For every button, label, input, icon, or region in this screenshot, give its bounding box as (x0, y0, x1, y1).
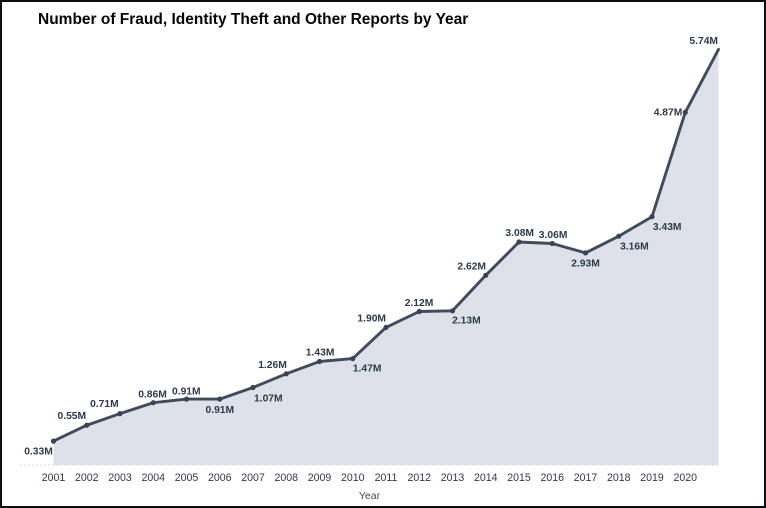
svg-text:2012: 2012 (407, 472, 431, 484)
svg-text:Number of Fraud, Identity Thef: Number of Fraud, Identity Theft and Othe… (38, 11, 468, 28)
svg-text:1.47M: 1.47M (353, 364, 382, 375)
svg-text:0.91M: 0.91M (172, 386, 201, 397)
svg-text:1.07M: 1.07M (254, 394, 283, 405)
svg-text:2.12M: 2.12M (405, 298, 434, 309)
svg-text:2008: 2008 (274, 472, 298, 484)
svg-text:2.62M: 2.62M (457, 262, 486, 273)
svg-text:0.55M: 0.55M (57, 411, 86, 422)
svg-text:2009: 2009 (308, 472, 332, 484)
svg-text:1.43M: 1.43M (306, 348, 335, 359)
svg-text:2003: 2003 (108, 472, 132, 484)
svg-text:2015: 2015 (507, 472, 531, 484)
svg-text:2001: 2001 (42, 472, 66, 484)
svg-text:2016: 2016 (540, 472, 564, 484)
svg-text:5.74M: 5.74M (689, 36, 718, 47)
svg-text:2018: 2018 (607, 472, 631, 484)
svg-text:2014: 2014 (474, 472, 498, 484)
svg-text:0.86M: 0.86M (138, 389, 167, 400)
svg-text:2019: 2019 (640, 472, 664, 484)
svg-text:3.06M: 3.06M (539, 230, 568, 241)
svg-text:2010: 2010 (341, 472, 365, 484)
svg-text:2011: 2011 (375, 472, 398, 484)
svg-text:2013: 2013 (441, 472, 465, 484)
svg-text:2.93M: 2.93M (571, 258, 600, 269)
svg-text:2.13M: 2.13M (452, 315, 481, 326)
svg-text:3.08M: 3.08M (505, 228, 534, 239)
svg-text:2005: 2005 (175, 472, 199, 484)
svg-text:1.90M: 1.90M (357, 314, 386, 325)
svg-text:0.91M: 0.91M (205, 405, 234, 416)
svg-text:4.87M: 4.87M (654, 107, 683, 118)
svg-text:3.43M: 3.43M (653, 222, 682, 233)
svg-text:2002: 2002 (75, 472, 99, 484)
svg-text:1.26M: 1.26M (258, 360, 287, 371)
svg-text:2017: 2017 (574, 472, 598, 484)
svg-text:3.16M: 3.16M (620, 241, 649, 252)
svg-text:0.33M: 0.33M (24, 447, 53, 458)
svg-text:2006: 2006 (208, 472, 232, 484)
svg-text:2020: 2020 (673, 472, 697, 484)
svg-text:0.71M: 0.71M (90, 399, 119, 410)
svg-text:2007: 2007 (241, 472, 265, 484)
svg-text:Year: Year (359, 490, 381, 502)
svg-text:2004: 2004 (141, 472, 165, 484)
